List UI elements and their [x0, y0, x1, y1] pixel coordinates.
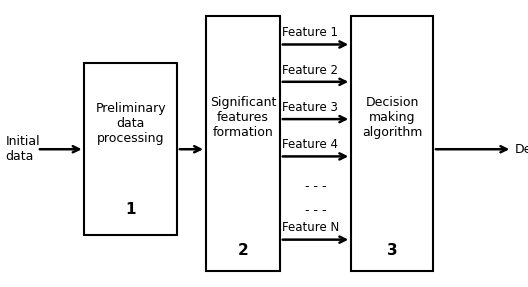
Bar	[206, 16, 280, 271]
Bar	[84, 63, 177, 235]
Text: - - -: - - -	[305, 204, 326, 218]
Text: Initial
data: Initial data	[5, 135, 40, 163]
Text: 3: 3	[386, 243, 398, 258]
Text: Feature N: Feature N	[282, 222, 339, 234]
Text: Feature 4: Feature 4	[282, 138, 338, 151]
Text: Feature 2: Feature 2	[282, 64, 338, 77]
Bar	[351, 16, 433, 271]
Text: Decision
making
algorithm: Decision making algorithm	[362, 96, 422, 139]
Text: Feature 1: Feature 1	[282, 26, 338, 39]
Text: Significant
features
formation: Significant features formation	[210, 96, 276, 139]
Text: Preliminary
data
processing: Preliminary data processing	[96, 102, 166, 145]
Text: 1: 1	[126, 202, 136, 217]
Text: - - -: - - -	[305, 180, 326, 193]
Text: Decision: Decision	[515, 143, 528, 156]
Text: Feature 3: Feature 3	[282, 101, 338, 114]
Text: 2: 2	[238, 243, 248, 258]
